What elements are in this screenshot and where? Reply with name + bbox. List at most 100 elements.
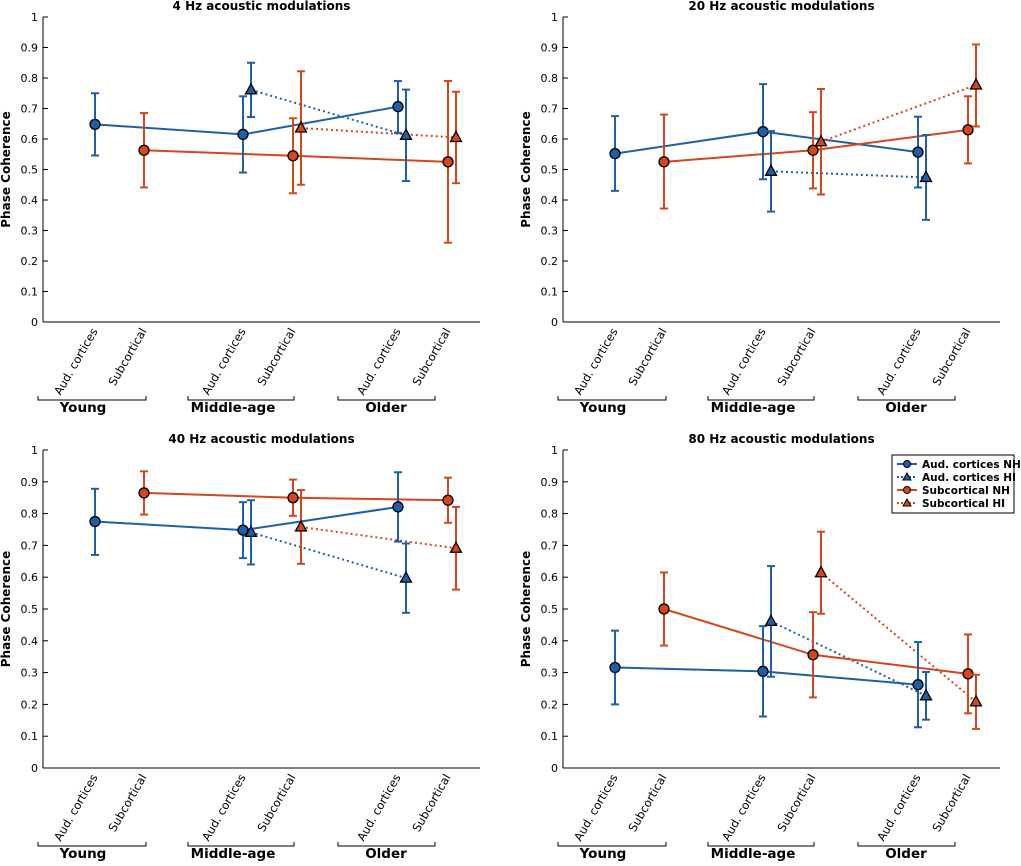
x-tick-label: Aud. cortices [571,771,621,843]
y-tick-label: 0.7 [21,103,39,116]
data-point [237,128,249,141]
y-tick-label: 0.2 [541,698,559,711]
y-tick-label: 0.3 [21,225,39,238]
chart-panel-2: 20 Hz acoustic modulations 0 0.1 0.2 0.3 0.4 0… [519,0,1000,416]
group-label: Young [59,846,107,862]
y-tick-label: 0.1 [541,730,559,743]
series-line [250,531,407,580]
group-label: Young [579,846,627,862]
y-tick-label: 0.1 [541,286,559,299]
legend-label: Subcortical HI [922,498,1005,510]
data-point [244,525,258,538]
data-point [764,163,778,176]
y-tick-label: 0.6 [21,571,39,584]
data-point [814,565,828,578]
data-point [244,82,258,95]
series-line [300,127,457,139]
series-line [820,84,977,143]
data-point [807,649,819,661]
group-label: Middle-age [711,400,796,416]
series-line [820,571,977,703]
group-label: Young [579,400,627,416]
data-point [962,668,974,680]
data-point [449,130,463,143]
y-tick-label: 0.2 [21,255,39,268]
chart-title: 4 Hz acoustic modulations [173,0,351,13]
group-bracket [707,396,815,401]
group-label: Older [365,846,407,862]
legend-marker [903,486,911,494]
x-tick-label: Subcortical [774,772,818,835]
y-tick-label: 0.2 [21,698,39,711]
x-tick-label: Aud. cortices [199,771,249,843]
legend-box [891,454,1015,514]
data-point [399,570,413,583]
data-point [294,519,308,532]
y-tick-label: 0.9 [21,476,39,489]
group-bracket [187,842,295,847]
data-point [294,120,308,133]
y-tick-label: 1 [551,11,558,24]
y-tick-label: 0.2 [541,255,559,268]
series-line [300,525,457,550]
chart-title: 80 Hz acoustic modulations [688,432,874,446]
data-point [89,118,101,131]
group-label: Middle-age [711,846,796,862]
legend-marker [902,497,912,507]
y-tick-label: 0.4 [541,194,559,207]
y-tick-label: 1 [31,11,38,24]
data-point [442,156,454,168]
x-tick-label: Subcortical [774,326,818,389]
data-point [912,146,924,158]
x-tick-label: Subcortical [105,772,149,835]
x-tick-label: Aud. cortices [719,325,769,397]
y-tick-label: 0.8 [541,72,559,85]
group-bracket [337,842,436,847]
x-tick-label: Aud. cortices [51,325,101,397]
y-axis-label: Phase Coherence [519,551,533,667]
data-point [764,614,778,627]
x-tick-label: Aud. cortices [571,325,621,397]
y-tick-label: 0.3 [541,225,559,238]
x-tick-label: Aud. cortices [719,771,769,843]
y-axis-label: Phase Coherence [0,551,13,667]
y-tick-label: 0 [551,316,558,329]
data-point [449,540,463,553]
data-point [919,688,933,701]
x-tick-label: Subcortical [254,772,298,835]
data-point [609,147,621,160]
y-tick-label: 0.4 [21,635,39,648]
data-point [969,694,983,707]
x-tick-label: Aud. cortices [354,325,404,397]
data-point [287,492,299,504]
data-point [757,126,769,138]
legend-marker [903,460,911,468]
y-tick-label: 1 [31,444,38,457]
y-tick-label: 0 [31,762,38,775]
y-tick-label: 0.8 [541,508,559,521]
group-label: Middle-age [191,846,276,862]
data-point [919,170,933,183]
group-bracket [857,842,956,847]
data-point [962,124,974,136]
y-tick-label: 0.6 [21,133,39,146]
y-tick-label: 0 [31,316,38,329]
y-tick-label: 0.7 [541,103,559,116]
data-point [609,661,621,674]
y-axis-label: Phase Coherence [519,111,533,227]
group-bracket [337,396,436,401]
x-tick-label: Aud. cortices [199,325,249,397]
group-bracket [857,396,956,401]
y-tick-label: 0.7 [541,539,559,552]
y-tick-label: 0 [551,762,558,775]
y-tick-label: 0.9 [21,42,39,55]
group-bracket [557,842,667,847]
y-axis-label: Phase Coherence [0,111,13,227]
data-point [969,77,983,90]
x-tick-label: Aud. cortices [874,771,924,843]
data-point [392,501,404,513]
data-point [138,487,150,499]
